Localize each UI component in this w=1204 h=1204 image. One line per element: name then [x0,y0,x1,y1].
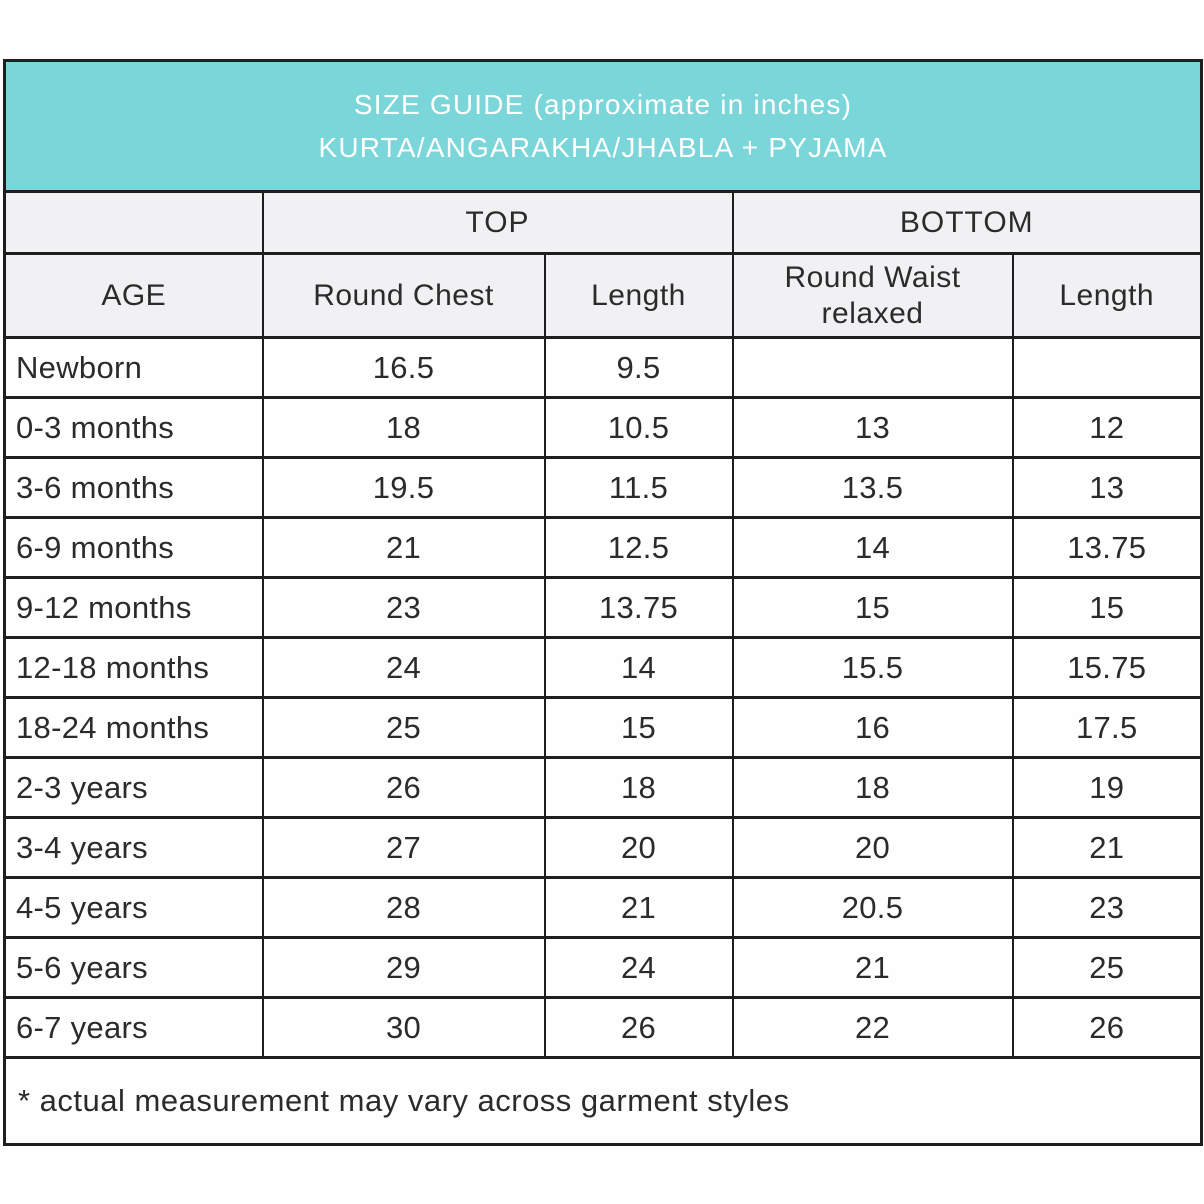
table-row: 6-9 months 21 12.5 14 13.75 [3,516,1203,579]
title-line-1: SIZE GUIDE (approximate in inches) [353,89,853,120]
table-row: 18-24 months 25 15 16 17.5 [3,696,1203,759]
measurement-cell: 18 [731,756,1014,819]
measurement-cell: 9.5 [543,336,734,399]
group-header-bottom: BOTTOM [731,190,1203,255]
column-header-top-length: Length [543,252,734,339]
column-header-round-chest: Round Chest [261,252,546,339]
measurement-cell: 21 [731,936,1014,999]
column-header-round-waist: Round Waist relaxed [731,252,1014,339]
measurement-cell: 12 [1011,396,1203,459]
age-cell: 18-24 months [3,696,264,759]
measurement-cell: 17.5 [1011,696,1203,759]
measurement-cell: 25 [1011,936,1203,999]
measurement-cell: 16.5 [261,336,546,399]
age-cell: 12-18 months [3,636,264,699]
measurement-cell: 14 [731,516,1014,579]
measurement-cell: 10.5 [543,396,734,459]
age-cell: 5-6 years [3,936,264,999]
group-header-top: TOP [261,190,734,255]
title-bar: SIZE GUIDE (approximate in inches) KURTA… [3,59,1203,193]
measurement-cell: 13 [731,396,1014,459]
table-row: 3-4 years 27 20 20 21 [3,816,1203,879]
measurement-cell: 23 [261,576,546,639]
size-guide-table: SIZE GUIDE (approximate in inches) KURTA… [3,59,1203,1146]
table-row: 5-6 years 29 24 21 25 [3,936,1203,999]
measurement-cell: 24 [261,636,546,699]
measurement-cell: 21 [543,876,734,939]
measurement-cell: 24 [543,936,734,999]
age-cell: 9-12 months [3,576,264,639]
age-cell: 3-6 months [3,456,264,519]
measurement-cell: 23 [1011,876,1203,939]
age-cell: 6-9 months [3,516,264,579]
measurement-cell: 29 [261,936,546,999]
measurement-cell: 20 [731,816,1014,879]
measurement-cell: 20 [543,816,734,879]
table-row: 6-7 years 30 26 22 26 [3,996,1203,1059]
measurement-cell: 11.5 [543,456,734,519]
column-header-age: AGE [3,252,264,339]
footnote-row: * actual measurement may vary across gar… [3,1056,1203,1146]
table-row: Newborn 16.5 9.5 [3,336,1203,399]
size-guide-title: SIZE GUIDE (approximate in inches) KURTA… [3,59,1203,193]
group-header-row: TOP BOTTOM [3,190,1203,255]
footnote: * actual measurement may vary across gar… [3,1056,1203,1146]
measurement-cell: 13 [1011,456,1203,519]
measurement-cell: 13.75 [543,576,734,639]
measurement-cell [731,336,1014,399]
table-row: 12-18 months 24 14 15.5 15.75 [3,636,1203,699]
table-row: 9-12 months 23 13.75 15 15 [3,576,1203,639]
age-cell: Newborn [3,336,264,399]
age-cell: 0-3 months [3,396,264,459]
measurement-cell: 15 [731,576,1014,639]
measurement-cell: 16 [731,696,1014,759]
measurement-cell: 26 [543,996,734,1059]
table-row: 0-3 months 18 10.5 13 12 [3,396,1203,459]
measurement-cell: 15.75 [1011,636,1203,699]
table-row: 2-3 years 26 18 18 19 [3,756,1203,819]
column-header-bottom-length: Length [1011,252,1203,339]
measurement-cell: 27 [261,816,546,879]
measurement-cell: 26 [261,756,546,819]
measurement-cell: 21 [1011,816,1203,879]
age-cell: 6-7 years [3,996,264,1059]
measurement-cell: 26 [1011,996,1203,1059]
measurement-cell: 18 [543,756,734,819]
age-cell: 2-3 years [3,756,264,819]
column-header-row: AGE Round Chest Length Round Waist relax… [3,252,1203,339]
measurement-cell: 13.5 [731,456,1014,519]
measurement-cell: 14 [543,636,734,699]
measurement-cell: 13.75 [1011,516,1203,579]
measurement-cell: 30 [261,996,546,1059]
group-header-empty [3,190,264,255]
measurement-cell: 18 [261,396,546,459]
table-row: 3-6 months 19.5 11.5 13.5 13 [3,456,1203,519]
measurement-cell: 22 [731,996,1014,1059]
measurement-cell: 21 [261,516,546,579]
measurement-cell: 25 [261,696,546,759]
measurement-cell: 19 [1011,756,1203,819]
measurement-cell: 19.5 [261,456,546,519]
age-cell: 3-4 years [3,816,264,879]
table-row: 4-5 years 28 21 20.5 23 [3,876,1203,939]
age-cell: 4-5 years [3,876,264,939]
title-line-2: KURTA/ANGARAKHA/JHABLA + PYJAMA [318,132,888,163]
measurement-cell [1011,336,1203,399]
measurement-cell: 15 [1011,576,1203,639]
measurement-cell: 20.5 [731,876,1014,939]
measurement-cell: 15 [543,696,734,759]
measurement-cell: 28 [261,876,546,939]
measurement-cell: 12.5 [543,516,734,579]
measurement-cell: 15.5 [731,636,1014,699]
